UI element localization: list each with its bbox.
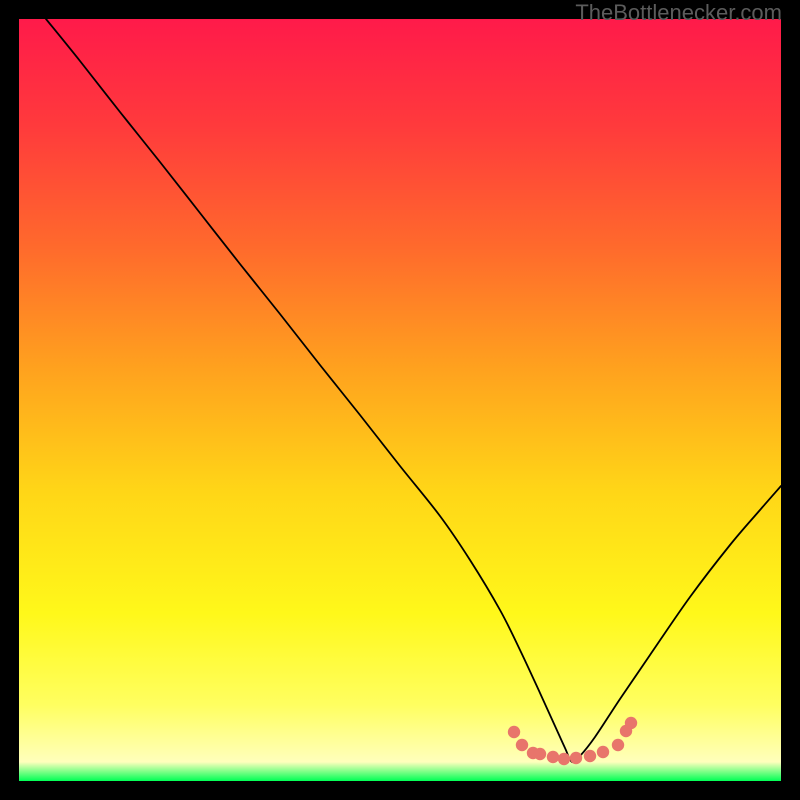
trough-marker-dot [558,753,570,765]
chart-stage: TheBottlenecker.com [0,0,800,800]
trough-marker-dot [516,739,528,751]
trough-marker-dot [584,750,596,762]
watermark-text: TheBottlenecker.com [575,0,782,26]
trough-marker-dot [625,717,637,729]
trough-marker-dot [612,739,624,751]
trough-marker-dot [570,752,582,764]
plot-background [19,19,781,781]
trough-marker-dot [534,748,546,760]
trough-marker-dot [547,751,559,763]
chart-svg [0,0,800,800]
trough-marker-dot [508,726,520,738]
trough-marker-dot [597,746,609,758]
